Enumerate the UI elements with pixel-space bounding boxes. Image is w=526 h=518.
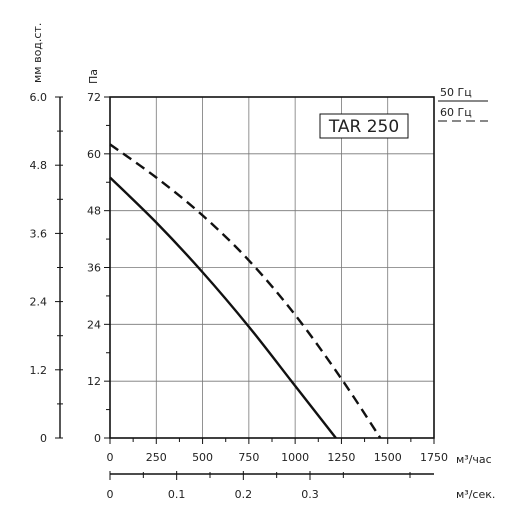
x-tick-label: 1500 [374,451,402,464]
x-tick-label: 750 [238,451,259,464]
title-box [319,113,409,139]
x-axis-label: м³/час [456,453,492,466]
x-tick-label: 250 [146,451,167,464]
y2-tick-label: 3.6 [30,227,48,240]
x-axis: 0 250 500 750 1000 1250 1500 1750 [107,438,448,464]
y-tick-label: 12 [87,375,101,388]
x-tick-label: 0 [107,451,114,464]
x2-tick-label: 0.3 [301,488,319,501]
x-tick-label: 1250 [327,451,355,464]
y-tick-label: 36 [87,262,101,275]
series-line-50hz [109,176,337,439]
y-tick-label: 60 [87,148,101,161]
x-tick-label: 1000 [281,451,309,464]
x2-axis-label: м³/сек. [456,488,495,501]
series-group [109,143,382,439]
y-tick-label: 24 [87,318,101,331]
y-axis: 0 12 24 36 48 60 72 [87,91,110,445]
y2-tick-label: 2.4 [30,296,48,309]
x2-tick-label: 0.2 [235,488,253,501]
y-tick-label: 72 [87,91,101,104]
grid [110,97,434,438]
y-axis-label: Па [87,69,100,84]
y-tick-label: 0 [94,432,101,445]
x2-tick-label: 0 [107,488,114,501]
x-tick-label: 500 [192,451,213,464]
x-tick-label: 1750 [420,451,448,464]
series-line-60hz [109,143,382,439]
y-tick-label: 48 [87,205,101,218]
x2-tick-label: 0.1 [168,488,186,501]
x2-axis: 0 0.1 0.2 0.3 [107,471,434,501]
y2-tick-label: 4.8 [30,159,48,172]
y2-tick-label: 1.2 [30,364,48,377]
legend-entry-50hz: 50 Гц [440,86,472,99]
legend: 50 Гц 60 Гц [438,86,488,122]
y2-axis-label: мм вод.ст. [31,23,44,83]
y2-tick-label: 6.0 [30,91,48,104]
chart-title: TAR 250 [328,117,399,137]
legend-entry-60hz: 60 Гц [440,106,472,119]
y2-tick-label: 0 [40,432,47,445]
y2-axis: 0 1.2 2.4 3.6 4.8 6.0 [30,91,63,445]
